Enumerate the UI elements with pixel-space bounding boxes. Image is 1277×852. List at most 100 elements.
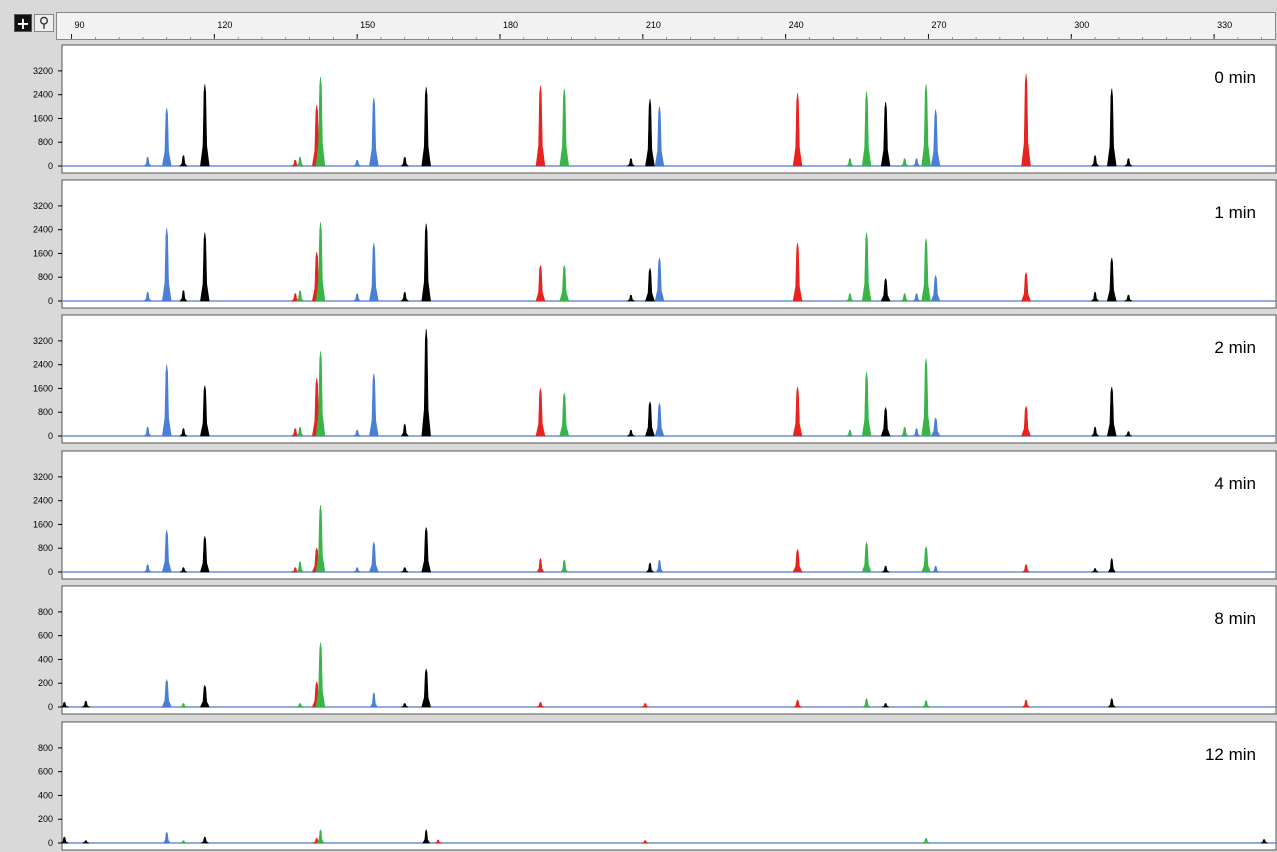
peak-green <box>559 88 570 167</box>
peak-black <box>645 562 654 573</box>
y-tick-label: 600 <box>38 631 53 641</box>
peak-blue <box>368 541 379 573</box>
y-tick-label: 800 <box>38 407 53 417</box>
ruler-tick-label: 300 <box>1074 20 1089 30</box>
panel-label: 2 min <box>1214 338 1256 357</box>
ruler-tick-label: 270 <box>931 20 946 30</box>
peak-green <box>845 429 855 437</box>
peak-green <box>861 91 872 167</box>
peak-black <box>179 155 188 167</box>
peak-red <box>1021 405 1031 437</box>
peak-green <box>296 290 304 302</box>
peak-blue <box>162 831 171 844</box>
peak-green <box>315 351 326 437</box>
y-tick-label: 800 <box>38 272 53 282</box>
peak-black <box>645 401 655 437</box>
y-tick-label: 2400 <box>33 225 53 235</box>
peak-black <box>626 429 636 437</box>
peak-black <box>1091 291 1100 302</box>
peak-black <box>1091 155 1100 167</box>
peak-black <box>1124 158 1133 167</box>
ruler-tick-label: 240 <box>789 20 804 30</box>
y-tick-label: 0 <box>48 431 53 441</box>
peak-black <box>200 84 210 167</box>
peak-green <box>296 561 304 573</box>
peak-green <box>861 372 872 437</box>
peak-green <box>861 232 872 302</box>
peak-black <box>81 700 91 708</box>
y-tick-label: 3200 <box>33 201 53 211</box>
peak-green <box>862 698 871 708</box>
peak-black <box>1106 257 1117 302</box>
peak-green <box>296 156 305 167</box>
peak-blue <box>161 530 172 573</box>
peak-red <box>536 557 545 573</box>
peak-black <box>1091 426 1100 437</box>
peak-blue <box>143 291 152 302</box>
peak-red <box>793 699 802 708</box>
peak-black <box>645 268 655 302</box>
panel-2 <box>61 314 1277 444</box>
y-tick-label: 0 <box>48 838 53 848</box>
peak-black <box>421 223 431 302</box>
peak-green <box>315 642 326 708</box>
y-tick-label: 0 <box>48 567 53 577</box>
peak-red <box>434 839 442 844</box>
y-tick-label: 0 <box>48 296 53 306</box>
peak-green <box>921 700 931 708</box>
peak-black <box>1107 557 1116 573</box>
magnifier-icon[interactable]: ⚲ <box>34 14 54 32</box>
peak-black <box>626 158 636 167</box>
peak-black <box>200 232 210 302</box>
ruler-tick-label: 210 <box>646 20 661 30</box>
peak-black <box>881 565 890 573</box>
peak-black <box>401 703 409 708</box>
y-tick-label: 3200 <box>33 66 53 76</box>
panel-label: 8 min <box>1214 609 1256 628</box>
y-tick-label: 800 <box>38 743 53 753</box>
peak-red <box>536 701 545 708</box>
peak-black <box>626 294 636 302</box>
peak-blue <box>161 228 172 302</box>
peak-red <box>1021 564 1031 573</box>
y-tick-label: 3200 <box>33 336 53 346</box>
peak-black <box>199 684 210 708</box>
peak-red <box>1021 271 1031 302</box>
peak-blue <box>654 106 665 167</box>
size-ruler[interactable] <box>56 12 1276 40</box>
peak-blue <box>161 107 172 167</box>
crosshair-icon[interactable]: + <box>14 14 32 33</box>
peak-green <box>921 837 931 844</box>
peak-blue <box>143 156 152 167</box>
peak-black <box>421 668 431 708</box>
peak-black <box>882 703 890 708</box>
peak-green <box>921 84 931 167</box>
y-tick-label: 200 <box>38 814 53 824</box>
y-tick-label: 1600 <box>33 519 53 529</box>
peak-black <box>1260 839 1268 844</box>
peak-blue <box>930 274 941 302</box>
peak-red <box>792 386 803 437</box>
y-tick-label: 800 <box>38 543 53 553</box>
panel-4 <box>61 585 1277 715</box>
y-tick-label: 0 <box>48 702 53 712</box>
peak-blue <box>930 417 941 437</box>
panel-label: 0 min <box>1214 68 1256 87</box>
y-tick-label: 400 <box>38 654 53 664</box>
peak-black <box>400 291 409 302</box>
peak-black <box>421 527 431 573</box>
peak-blue <box>143 426 152 437</box>
peak-blue <box>912 428 921 437</box>
peak-green <box>315 222 326 302</box>
peak-red <box>792 548 803 573</box>
peak-black <box>645 99 655 167</box>
peak-red <box>1021 73 1031 167</box>
peak-green <box>559 265 570 302</box>
peak-green <box>179 703 187 708</box>
peak-black <box>82 840 90 844</box>
y-tick-label: 3200 <box>33 472 53 482</box>
peak-green <box>900 158 909 167</box>
peak-black <box>400 423 409 437</box>
peak-black <box>880 102 891 167</box>
